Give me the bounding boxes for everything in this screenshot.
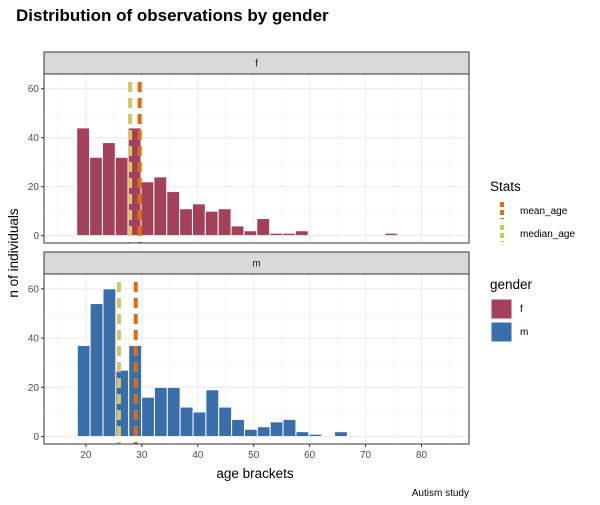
histogram-bar bbox=[294, 230, 309, 237]
panel-border bbox=[43, 273, 470, 445]
legend-gender: gender f m bbox=[490, 277, 533, 343]
legend-title: gender bbox=[490, 277, 533, 292]
x-tick-label: 40 bbox=[192, 450, 204, 461]
y-tick-label: 40 bbox=[28, 334, 40, 345]
histogram-bar bbox=[282, 418, 297, 438]
facet-panels: f 0 20 40 60 m 0 20 40 60 bbox=[28, 51, 470, 445]
histogram-bar bbox=[166, 386, 181, 438]
histogram-bar bbox=[179, 406, 194, 438]
histogram-bar bbox=[295, 431, 310, 438]
histogram-bar bbox=[141, 396, 155, 438]
histogram-bar bbox=[334, 431, 348, 438]
histogram-bar bbox=[243, 230, 258, 237]
histogram-bar bbox=[191, 203, 206, 237]
y-tick-label: 40 bbox=[28, 133, 40, 144]
legend-key-swatch bbox=[490, 298, 513, 320]
x-axis: 20 30 40 50 60 70 80 bbox=[80, 444, 427, 461]
histogram-bar bbox=[308, 433, 323, 438]
histogram-bar bbox=[179, 208, 193, 237]
histogram-bar bbox=[243, 428, 258, 438]
y-tick-label: 60 bbox=[28, 84, 40, 95]
histogram-bar bbox=[101, 142, 116, 237]
y-tick-label: 20 bbox=[28, 182, 40, 193]
legend-label: m bbox=[520, 327, 528, 338]
facet-strip-label: m bbox=[252, 259, 260, 270]
chart-caption: Autism study bbox=[412, 488, 469, 499]
histogram-bar bbox=[231, 418, 245, 438]
y-tick-label: 0 bbox=[33, 231, 39, 242]
histogram-bar bbox=[114, 156, 129, 237]
legend-key-swatch bbox=[490, 321, 513, 343]
histogram-bar bbox=[102, 288, 117, 438]
histogram-bar bbox=[153, 176, 168, 237]
x-tick-label: 60 bbox=[304, 450, 316, 461]
histogram-bar bbox=[76, 344, 91, 438]
histogram-bar bbox=[204, 210, 219, 237]
legend-label: median_age bbox=[520, 229, 575, 240]
x-tick-label: 70 bbox=[360, 450, 372, 461]
legend-stats: Stats mean_age median_age bbox=[490, 179, 575, 242]
x-axis-title: age brackets bbox=[216, 466, 294, 481]
histogram-bar bbox=[128, 344, 143, 438]
x-tick-label: 50 bbox=[248, 450, 260, 461]
y-tick-label: 0 bbox=[33, 432, 39, 443]
histogram-bar bbox=[140, 181, 155, 237]
histogram-bar bbox=[89, 156, 103, 237]
histogram-bar bbox=[218, 406, 233, 438]
histogram-bar bbox=[192, 411, 207, 438]
histogram-bar bbox=[269, 421, 284, 438]
y-axis-title: n of individuals bbox=[6, 208, 21, 298]
legend-label: mean_age bbox=[520, 206, 568, 217]
panel-border bbox=[43, 73, 470, 244]
legend-label: f bbox=[520, 304, 523, 315]
x-tick-label: 30 bbox=[136, 450, 148, 461]
facet-panel-m: m 0 20 40 60 bbox=[28, 251, 470, 445]
histogram-bar bbox=[205, 389, 220, 438]
facet-strip-label: f bbox=[255, 59, 258, 70]
y-tick-label: 60 bbox=[28, 284, 40, 295]
facet-panel-f: f 0 20 40 60 bbox=[28, 51, 470, 244]
histogram-bar bbox=[282, 232, 296, 237]
histogram-bar bbox=[166, 191, 181, 237]
histogram-bar bbox=[76, 127, 91, 237]
chart-title: Distribution of observations by gender bbox=[16, 6, 329, 25]
histogram-bar bbox=[230, 225, 245, 237]
legend-title: Stats bbox=[490, 179, 521, 194]
y-tick-label: 20 bbox=[28, 383, 40, 394]
histogram-bar bbox=[217, 208, 232, 237]
x-tick-label: 80 bbox=[416, 450, 428, 461]
histogram-bar bbox=[153, 386, 168, 438]
histogram-bar bbox=[256, 426, 271, 438]
histogram-bar bbox=[384, 232, 399, 237]
histogram-bar bbox=[256, 218, 271, 237]
histogram-bar bbox=[89, 303, 104, 438]
histogram-bar bbox=[269, 232, 284, 237]
x-tick-label: 20 bbox=[80, 450, 92, 461]
